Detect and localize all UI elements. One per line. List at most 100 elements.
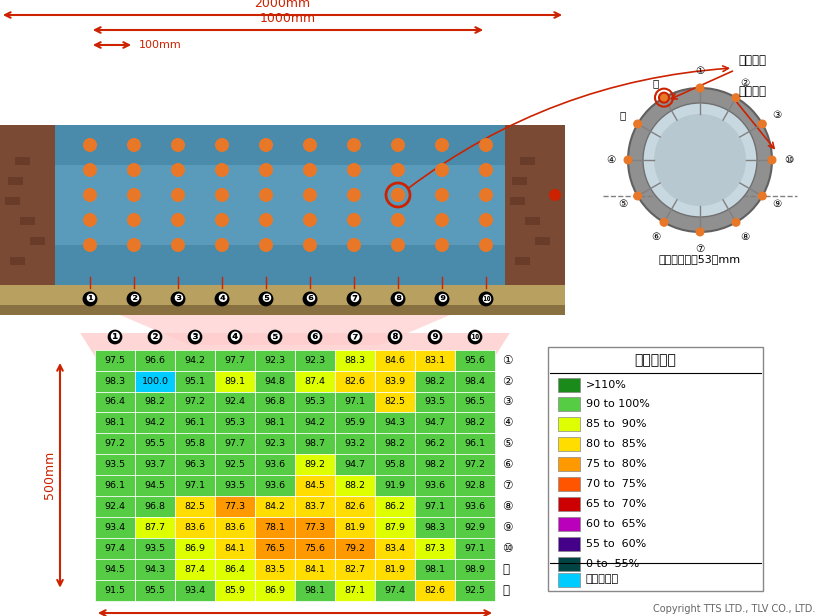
Circle shape xyxy=(479,138,493,152)
Text: 配管外周：約53はmm: 配管外周：約53はmm xyxy=(659,254,741,264)
Bar xyxy=(95,538,135,559)
Bar xyxy=(135,559,175,580)
Bar xyxy=(415,580,455,601)
Text: 84.6: 84.6 xyxy=(384,355,405,365)
Text: 83.6: 83.6 xyxy=(184,523,206,532)
Bar xyxy=(455,413,495,434)
Bar xyxy=(255,350,295,371)
Bar xyxy=(375,476,415,496)
Bar xyxy=(375,538,415,559)
Bar xyxy=(215,476,255,496)
Text: 92.3: 92.3 xyxy=(305,355,326,365)
Text: 94.2: 94.2 xyxy=(305,418,325,428)
Bar xyxy=(335,350,375,371)
Text: ❿: ❿ xyxy=(481,293,491,306)
Bar xyxy=(558,537,580,551)
Bar xyxy=(415,517,455,538)
Bar xyxy=(455,517,495,538)
Text: 95.1: 95.1 xyxy=(184,376,206,386)
Text: 98.3: 98.3 xyxy=(105,376,125,386)
Polygon shape xyxy=(505,125,565,315)
Bar xyxy=(295,455,335,476)
Text: ❾: ❾ xyxy=(437,293,447,306)
Text: ⑪: ⑪ xyxy=(653,78,658,88)
Text: 92.9: 92.9 xyxy=(464,523,486,532)
Circle shape xyxy=(83,163,97,177)
Text: 95.8: 95.8 xyxy=(184,439,206,448)
Bar xyxy=(295,476,335,496)
Circle shape xyxy=(391,238,405,252)
Text: 96.3: 96.3 xyxy=(184,460,206,469)
Text: 97.5: 97.5 xyxy=(105,355,125,365)
Circle shape xyxy=(391,138,405,152)
Bar xyxy=(55,125,505,290)
Text: 94.3: 94.3 xyxy=(384,418,405,428)
Text: 87.3: 87.3 xyxy=(424,544,446,553)
Text: ⑫: ⑫ xyxy=(502,584,509,597)
Text: 96.6: 96.6 xyxy=(144,355,165,365)
Bar xyxy=(255,559,295,580)
Text: 98.1: 98.1 xyxy=(424,565,446,574)
Circle shape xyxy=(347,138,361,152)
Bar xyxy=(135,434,175,455)
Text: ❺: ❺ xyxy=(261,293,271,306)
Text: 98.4: 98.4 xyxy=(464,376,486,386)
Bar xyxy=(215,392,255,413)
Bar xyxy=(375,559,415,580)
Text: 98.1: 98.1 xyxy=(265,418,286,428)
Text: ①: ① xyxy=(502,354,513,367)
Circle shape xyxy=(171,163,185,177)
Bar xyxy=(520,157,535,165)
Bar xyxy=(175,392,215,413)
Text: ❻: ❻ xyxy=(305,293,315,306)
Circle shape xyxy=(391,213,405,227)
Text: 83.6: 83.6 xyxy=(224,523,246,532)
Bar xyxy=(135,496,175,517)
Bar xyxy=(255,392,295,413)
Bar xyxy=(295,434,335,455)
Text: 84.5: 84.5 xyxy=(305,481,325,490)
Text: 97.1: 97.1 xyxy=(464,544,486,553)
Bar xyxy=(558,497,580,511)
Text: 80 to  85%: 80 to 85% xyxy=(586,439,646,450)
Bar xyxy=(95,455,135,476)
Text: 92.4: 92.4 xyxy=(224,397,246,407)
Text: 93.6: 93.6 xyxy=(265,460,286,469)
Circle shape xyxy=(633,192,642,200)
Text: 93.6: 93.6 xyxy=(464,502,486,511)
Bar xyxy=(375,413,415,434)
Bar xyxy=(95,413,135,434)
Circle shape xyxy=(479,213,493,227)
Bar xyxy=(415,350,455,371)
Circle shape xyxy=(731,218,740,227)
Bar xyxy=(455,350,495,371)
Circle shape xyxy=(347,213,361,227)
Text: 91.9: 91.9 xyxy=(384,481,405,490)
Circle shape xyxy=(259,138,273,152)
Circle shape xyxy=(633,120,642,129)
Bar xyxy=(95,580,135,601)
Bar xyxy=(135,476,175,496)
Bar xyxy=(95,496,135,517)
Circle shape xyxy=(259,213,273,227)
Bar xyxy=(10,257,25,265)
Bar xyxy=(215,413,255,434)
Text: 81.9: 81.9 xyxy=(345,523,365,532)
Circle shape xyxy=(479,238,493,252)
Text: 97.4: 97.4 xyxy=(105,544,125,553)
Bar xyxy=(135,455,175,476)
Text: 96.1: 96.1 xyxy=(464,439,486,448)
Text: 95.6: 95.6 xyxy=(464,355,486,365)
Bar xyxy=(375,371,415,392)
Bar xyxy=(535,237,550,245)
Circle shape xyxy=(479,163,493,177)
Text: ❹: ❹ xyxy=(229,331,240,344)
Text: ②: ② xyxy=(740,78,749,88)
Text: ⑥: ⑥ xyxy=(651,232,660,242)
Text: ①: ① xyxy=(695,66,704,76)
Circle shape xyxy=(303,213,317,227)
Bar xyxy=(95,371,135,392)
Text: 95.3: 95.3 xyxy=(305,397,326,407)
Text: 1000mm: 1000mm xyxy=(260,12,316,25)
Bar xyxy=(375,517,415,538)
